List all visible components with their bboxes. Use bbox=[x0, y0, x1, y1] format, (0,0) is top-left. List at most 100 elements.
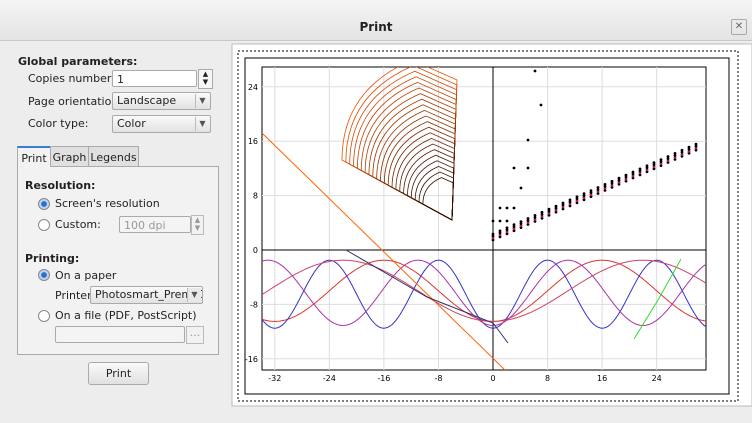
dot bbox=[659, 160, 663, 164]
dot bbox=[554, 206, 558, 210]
dot bbox=[694, 144, 698, 148]
dot bbox=[610, 185, 614, 189]
dot bbox=[673, 152, 677, 155]
radio[interactable] bbox=[38, 269, 50, 281]
fan bbox=[345, 67, 458, 221]
dot bbox=[596, 186, 600, 189]
dot bbox=[498, 233, 502, 237]
fan bbox=[418, 171, 454, 221]
fan bbox=[395, 137, 455, 221]
fan bbox=[349, 70, 458, 221]
dot bbox=[624, 177, 628, 181]
dot bbox=[617, 176, 621, 180]
dot bbox=[526, 166, 530, 170]
dot bbox=[687, 151, 691, 155]
spinner[interactable]: ▲ ▼ bbox=[198, 69, 213, 89]
dot bbox=[519, 224, 523, 228]
dot bbox=[540, 216, 544, 220]
dot bbox=[491, 234, 495, 238]
dot bbox=[694, 142, 698, 146]
tab[interactable]: Graph bbox=[50, 146, 89, 167]
dot bbox=[645, 170, 649, 174]
orientation-select[interactable]: Landscape ▼ bbox=[112, 92, 211, 110]
dot bbox=[533, 214, 537, 217]
curve bbox=[262, 259, 706, 322]
x-tick-label: 16 bbox=[597, 374, 607, 383]
dot bbox=[512, 223, 516, 227]
dot bbox=[547, 213, 551, 217]
fan bbox=[356, 81, 457, 221]
y-tick-label: 24 bbox=[248, 83, 258, 92]
dot bbox=[624, 179, 628, 183]
print-button[interactable]: Print bbox=[88, 362, 149, 385]
dot bbox=[540, 214, 544, 218]
radio[interactable] bbox=[38, 219, 50, 231]
dpi-input[interactable]: 100 dpi bbox=[119, 216, 191, 233]
browse-button[interactable]: ... bbox=[186, 326, 204, 344]
radio[interactable] bbox=[38, 310, 50, 322]
dot bbox=[631, 172, 635, 176]
spinner[interactable]: ▲ ▼ bbox=[191, 215, 204, 235]
dot bbox=[568, 198, 572, 202]
dot bbox=[617, 180, 621, 184]
dot bbox=[491, 219, 495, 223]
dot bbox=[582, 198, 586, 202]
fan bbox=[341, 67, 458, 221]
x-tick-label: -8 bbox=[434, 374, 442, 383]
tab[interactable]: Print bbox=[17, 146, 51, 167]
color-select[interactable]: Color ▼ bbox=[112, 115, 211, 133]
dot bbox=[512, 206, 516, 210]
dot bbox=[645, 164, 649, 168]
close-button[interactable]: ✕ bbox=[731, 19, 747, 35]
radio[interactable] bbox=[38, 198, 50, 210]
file-input[interactable] bbox=[55, 326, 185, 343]
dot bbox=[561, 207, 565, 211]
dot bbox=[526, 138, 530, 142]
x-tick-label: -24 bbox=[323, 374, 336, 383]
dot bbox=[687, 149, 691, 153]
line bbox=[633, 258, 682, 340]
value: Landscape bbox=[117, 94, 177, 107]
dot bbox=[617, 182, 621, 186]
label: Printer: bbox=[55, 289, 96, 302]
value: Color bbox=[117, 117, 146, 130]
dot bbox=[512, 166, 516, 170]
dot bbox=[624, 175, 628, 179]
fan bbox=[387, 126, 456, 221]
dot bbox=[512, 225, 516, 229]
value: Photosmart_Prem_C bbox=[95, 288, 203, 301]
x-tick-label: 8 bbox=[545, 374, 550, 383]
fan bbox=[372, 104, 457, 221]
x-tick-label: 24 bbox=[652, 374, 662, 383]
dot bbox=[596, 188, 600, 191]
dot bbox=[526, 217, 530, 220]
dot bbox=[610, 183, 614, 187]
dot bbox=[533, 218, 537, 221]
dot bbox=[680, 150, 684, 154]
fan bbox=[403, 149, 455, 221]
dot bbox=[631, 174, 635, 178]
x-tick-label: -32 bbox=[268, 374, 281, 383]
fan bbox=[391, 132, 456, 221]
label: On a file (PDF, PostScript) bbox=[55, 309, 197, 322]
dot bbox=[589, 195, 593, 199]
dot bbox=[687, 145, 691, 149]
dot bbox=[561, 205, 565, 209]
dot bbox=[659, 162, 663, 166]
dot bbox=[694, 146, 698, 150]
dot bbox=[589, 193, 593, 197]
fan bbox=[353, 76, 457, 221]
label: Color type: bbox=[28, 117, 89, 130]
dot bbox=[645, 168, 649, 172]
dot bbox=[575, 201, 579, 205]
dot bbox=[645, 166, 649, 170]
printer-select[interactable]: Photosmart_Prem_C ▼ bbox=[90, 286, 203, 304]
dot bbox=[617, 178, 621, 182]
dot bbox=[603, 183, 607, 186]
dot bbox=[673, 156, 677, 159]
tab[interactable]: Legends bbox=[88, 146, 139, 167]
dot bbox=[596, 192, 600, 195]
copies-input[interactable]: 1 bbox=[112, 70, 197, 87]
fan bbox=[383, 121, 456, 221]
